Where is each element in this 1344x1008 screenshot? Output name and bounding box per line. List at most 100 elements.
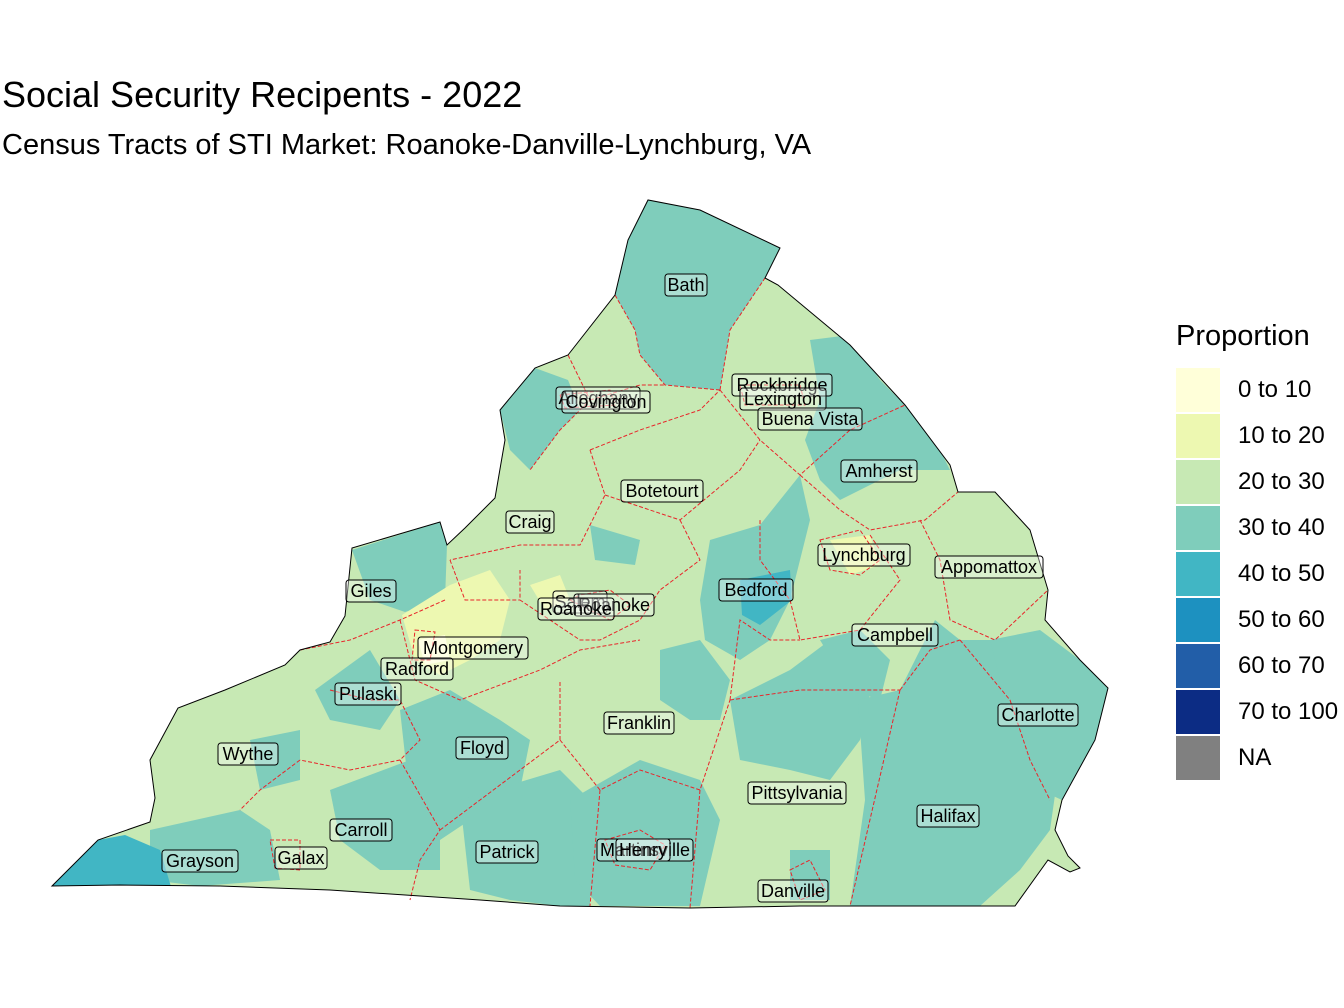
tract-bedford: [700, 475, 810, 660]
legend-item: 30 to 40: [1176, 505, 1338, 551]
label-galax: Galax: [274, 846, 328, 870]
label-lynchburg: Lynchburg: [817, 543, 911, 567]
legend-title: Proportion: [1176, 320, 1310, 352]
label-patrick-text: Patrick: [479, 842, 535, 862]
label-wythe: Wythe: [217, 742, 279, 766]
label-halifax-text: Halifax: [920, 806, 975, 826]
label-craig-text: Craig: [508, 512, 551, 532]
label-grayson: Grayson: [161, 849, 239, 873]
label-franklin: Franklin: [603, 711, 675, 735]
county-boundaries: [239, 277, 1051, 909]
label-galax-text: Galax: [277, 848, 324, 868]
tract-franklin-east: [660, 640, 730, 720]
tract-giles: [352, 522, 447, 612]
label-covington-text: Covington: [565, 392, 646, 412]
label-rockbridge-text: Rockbridge: [736, 375, 827, 395]
map-legend: Proportion 0 to 10 10 to 20 20 to 30 30 …: [1176, 320, 1338, 781]
tract-pittsylvania-north: [730, 640, 870, 780]
legend-item: 70 to 100: [1176, 689, 1338, 735]
tract-carroll: [330, 760, 440, 870]
label-appomattox-text: Appomattox: [941, 557, 1037, 577]
tract-charlotte: [990, 630, 1108, 800]
legend-swatch-30-40: [1176, 506, 1220, 550]
county-labels: Bath Alleghany Covington Rockbridge Lexi…: [161, 273, 1079, 903]
choropleth-map: Bath Alleghany Covington Rockbridge Lexi…: [50, 199, 1109, 909]
legend-swatch-40-50: [1176, 552, 1220, 596]
map-title: Social Security Recipents - 2022: [2, 74, 523, 115]
label-giles: Giles: [345, 579, 397, 603]
label-amherst-text: Amherst: [845, 461, 912, 481]
label-pittsylvania: Pittsylvania: [747, 781, 847, 805]
tract-fills: [52, 200, 1108, 906]
legend-item: NA: [1176, 735, 1338, 781]
tract-craig-low: [530, 575, 570, 610]
legend-label: 60 to 70: [1238, 652, 1325, 679]
label-floyd-text: Floyd: [460, 738, 504, 758]
tract-pulaski: [315, 650, 400, 730]
label-botetourt-text: Botetourt: [625, 481, 698, 501]
tract-campbell-south: [820, 630, 890, 700]
label-buena-vista: Buena Vista: [757, 407, 863, 431]
label-montgomery-text: Montgomery: [423, 638, 523, 658]
label-danville: Danville: [757, 879, 829, 903]
label-montgomery: Montgomery: [417, 636, 529, 660]
label-carroll: Carroll: [329, 818, 393, 842]
label-martinsville-text: Martinsville: [600, 840, 690, 860]
label-alleghany-text: Alleghany: [558, 388, 637, 408]
legend-item: 10 to 20: [1176, 413, 1338, 459]
legend-swatch-na: [1176, 736, 1220, 780]
legend-swatch-20-30: [1176, 460, 1220, 504]
tract-danville-area: [790, 850, 830, 900]
label-campbell-text: Campbell: [857, 625, 933, 645]
label-bedford-text: Bedford: [724, 580, 787, 600]
label-alleghany: Alleghany: [555, 386, 641, 410]
legend-swatch-0-10: [1176, 368, 1220, 412]
legend-item: 0 to 10: [1176, 367, 1338, 413]
label-pulaski: Pulaski: [334, 682, 402, 706]
legend-item: 40 to 50: [1176, 551, 1338, 597]
label-rockbridge: Rockbridge: [731, 373, 833, 397]
legend-label: 70 to 100: [1238, 698, 1339, 725]
legend-label: 40 to 50: [1238, 560, 1325, 587]
tract-bedford-high: [740, 570, 792, 625]
legend-label: 30 to 40: [1238, 514, 1325, 541]
label-franklin-text: Franklin: [607, 713, 671, 733]
label-salem: Salem: [552, 590, 608, 614]
label-bath: Bath: [664, 273, 708, 297]
label-charlotte: Charlotte: [997, 703, 1079, 727]
label-lexington: Lexington: [739, 387, 827, 411]
legend-label: 20 to 30: [1238, 468, 1325, 495]
label-giles-text: Giles: [350, 581, 391, 601]
label-appomattox: Appomattox: [934, 555, 1044, 579]
legend-item: 60 to 70: [1176, 643, 1338, 689]
label-radford-text: Radford: [385, 659, 449, 679]
label-botetourt: Botetourt: [620, 479, 704, 503]
legend-swatch-10-20: [1176, 414, 1220, 458]
label-buena-vista-text: Buena Vista: [762, 409, 860, 429]
legend-label: 50 to 60: [1238, 606, 1325, 633]
label-radford: Radford: [380, 657, 454, 681]
tract-grayson-west: [52, 835, 172, 890]
label-covington: Covington: [561, 390, 651, 414]
legend-swatch-50-60: [1176, 598, 1220, 642]
label-halifax: Halifax: [916, 804, 980, 828]
label-charlotte-text: Charlotte: [1001, 705, 1074, 725]
label-danville-text: Danville: [761, 881, 825, 901]
tract-rockbridge-east: [805, 335, 950, 500]
label-lynchburg-text: Lynchburg: [822, 545, 905, 565]
label-craig: Craig: [505, 510, 555, 534]
label-patrick: Patrick: [475, 840, 539, 864]
tract-wythe-east: [250, 730, 300, 790]
region-outline: [50, 199, 1109, 909]
label-lexington-text: Lexington: [744, 389, 822, 409]
legend-item: 50 to 60: [1176, 597, 1338, 643]
legend-item: 20 to 30: [1176, 459, 1338, 505]
label-salem-text: Salem: [554, 592, 605, 612]
legend-label: 0 to 10: [1238, 376, 1312, 403]
label-carroll-text: Carroll: [334, 820, 387, 840]
label-roanoke-county-text: Roanoke: [540, 599, 612, 619]
label-roanoke-county: Roanoke: [537, 597, 615, 621]
label-henry-text: Henry: [619, 840, 667, 860]
label-grayson-text: Grayson: [166, 851, 234, 871]
